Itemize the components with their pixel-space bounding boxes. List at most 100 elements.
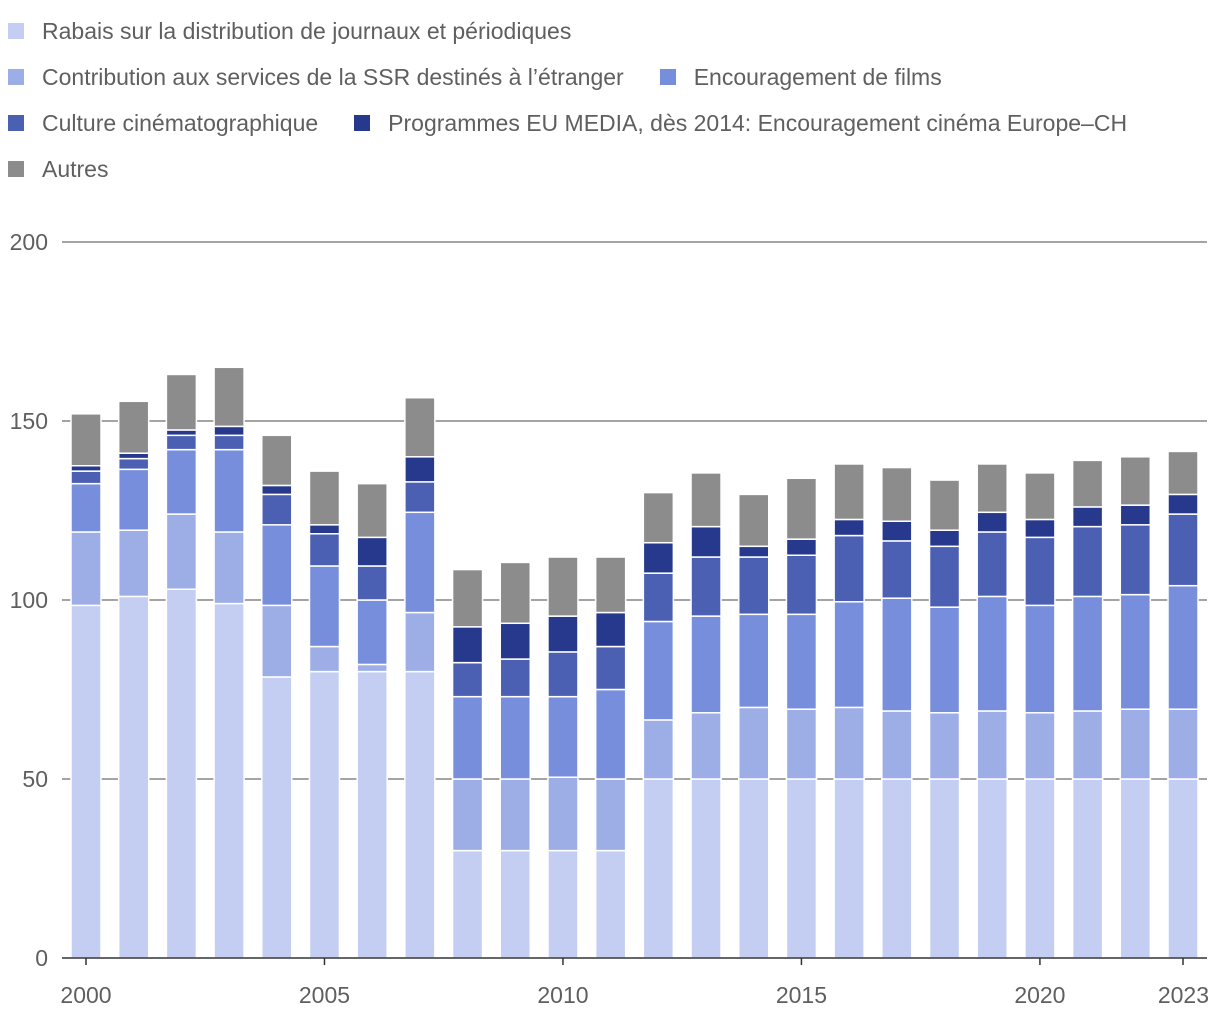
bar-2013-series-3 <box>690 556 722 617</box>
bar-2023-series-1 <box>1167 708 1199 780</box>
bar-2010-series-2 <box>547 695 579 778</box>
bar-2015-series-4 <box>785 538 818 557</box>
legend-row: Culture cinématographique Programmes EU … <box>8 100 1208 146</box>
legend-swatch-rabais <box>8 23 24 39</box>
bar-2008-series-1 <box>451 778 484 852</box>
legend-row: Contribution aux services de la SSR dest… <box>8 54 1208 100</box>
bar-2020-series-1 <box>1024 712 1056 780</box>
bar-2021-series-4 <box>1071 506 1104 528</box>
bar-2006-series-3 <box>356 565 388 601</box>
bar-2020-series-0 <box>1024 778 1056 959</box>
y-tick-label: 0 <box>35 945 48 971</box>
bar-2006-series-2 <box>356 599 388 666</box>
axis-layer: 0 50 100 150 200 2000 2005 2010 2015 2020 2023 <box>10 229 1209 1008</box>
bar-2004-series-5 <box>261 434 293 487</box>
bar-2019-series-5 <box>976 463 1008 514</box>
bar-2015-series-0 <box>785 778 818 959</box>
bar-2019-series-3 <box>976 531 1008 598</box>
x-tick-label: 2023 <box>1158 982 1209 1008</box>
bar-2015-series-5 <box>785 477 818 540</box>
bar-2008-series-3 <box>451 661 484 698</box>
bar-2001-series-5 <box>117 400 150 454</box>
legend-item-autres: Autres <box>8 156 108 183</box>
bar-2004-series-2 <box>261 524 293 607</box>
bar-2020-series-4 <box>1024 518 1056 539</box>
bar-2003-series-1 <box>213 531 245 605</box>
bar-2001-series-1 <box>117 529 150 598</box>
bar-2020-series-5 <box>1024 472 1056 521</box>
bar-2010-series-5 <box>547 556 579 617</box>
bar-2005-series-0 <box>308 670 341 959</box>
bar-2023-series-2 <box>1167 584 1199 710</box>
bar-2016-series-0 <box>833 778 865 959</box>
bar-2002-series-1 <box>165 513 198 591</box>
bar-2022-series-2 <box>1119 593 1152 710</box>
bar-2001-series-0 <box>117 595 150 959</box>
bar-2000-series-0 <box>70 604 102 959</box>
bar-2012-series-0 <box>642 778 675 959</box>
x-tick-label: 2015 <box>776 982 827 1008</box>
legend-label-rabais: Rabais sur la distribution de journaux e… <box>42 17 572 44</box>
bar-2007-series-3 <box>404 481 436 514</box>
bar-2010-series-0 <box>547 849 579 959</box>
legend-swatch-autres <box>8 161 24 177</box>
bar-2021-series-2 <box>1071 595 1104 712</box>
bar-2016-series-2 <box>833 601 865 709</box>
bar-2005-series-5 <box>308 470 341 526</box>
bar-2023-series-4 <box>1167 493 1199 515</box>
bar-2010-series-1 <box>547 776 579 852</box>
bar-2008-series-5 <box>451 568 484 628</box>
chart-legend: Rabais sur la distribution de journaux e… <box>8 8 1208 192</box>
bar-2007-series-1 <box>404 611 436 673</box>
bar-2000-series-3 <box>70 470 102 485</box>
bar-2014-series-3 <box>737 556 770 616</box>
bar-2006-series-4 <box>356 536 388 567</box>
legend-label-culture: Culture cinématographique <box>42 109 319 136</box>
legend-label-media: Programmes EU MEDIA, dès 2014: Encourage… <box>388 109 1128 136</box>
bar-2011-series-3 <box>594 645 627 691</box>
bar-2002-series-0 <box>165 588 198 959</box>
legend-label-films: Encouragement de films <box>693 63 942 90</box>
bar-2018-series-5 <box>928 479 961 531</box>
bar-2001-series-2 <box>117 468 150 531</box>
bar-2018-series-0 <box>928 778 961 959</box>
bar-2023-series-3 <box>1167 513 1199 587</box>
bar-2005-series-3 <box>308 533 341 567</box>
bar-2000-series-2 <box>70 482 102 533</box>
bar-2002-series-3 <box>165 434 198 451</box>
y-tick-label: 50 <box>22 766 48 792</box>
bar-2016-series-4 <box>833 518 865 537</box>
bar-2009-series-3 <box>499 658 532 698</box>
bar-2001-series-4 <box>117 452 150 460</box>
bar-2017-series-5 <box>881 466 913 522</box>
bars-layer <box>70 366 1199 959</box>
bar-2006-series-1 <box>356 663 388 673</box>
bar-2004-series-4 <box>261 484 293 496</box>
legend-item-ssr: Contribution aux services de la SSR dest… <box>8 64 624 91</box>
bar-2004-series-3 <box>261 493 293 526</box>
bar-2003-series-0 <box>213 602 245 959</box>
bar-2004-series-0 <box>261 676 293 959</box>
bar-2015-series-2 <box>785 613 818 710</box>
bar-2020-series-2 <box>1024 604 1056 714</box>
bar-2015-series-3 <box>785 554 818 616</box>
bar-2005-series-2 <box>308 565 341 648</box>
bar-2021-series-3 <box>1071 525 1104 598</box>
bar-2000-series-4 <box>70 465 102 472</box>
bar-2018-series-4 <box>928 529 961 548</box>
bar-2008-series-4 <box>451 626 484 664</box>
bar-2012-series-3 <box>642 572 675 623</box>
bar-2022-series-4 <box>1119 504 1152 526</box>
bar-2011-series-0 <box>594 849 627 959</box>
bar-2022-series-0 <box>1119 778 1152 959</box>
bar-2007-series-5 <box>404 396 436 458</box>
x-tick-label: 2000 <box>60 982 111 1008</box>
bar-2008-series-0 <box>451 849 484 959</box>
bar-2009-series-4 <box>499 622 532 660</box>
bar-2021-series-1 <box>1071 710 1104 780</box>
bar-2011-series-5 <box>594 556 627 614</box>
bar-2003-series-4 <box>213 425 245 437</box>
bar-2017-series-4 <box>881 520 913 542</box>
legend-row: Rabais sur la distribution de journaux e… <box>8 8 1208 54</box>
